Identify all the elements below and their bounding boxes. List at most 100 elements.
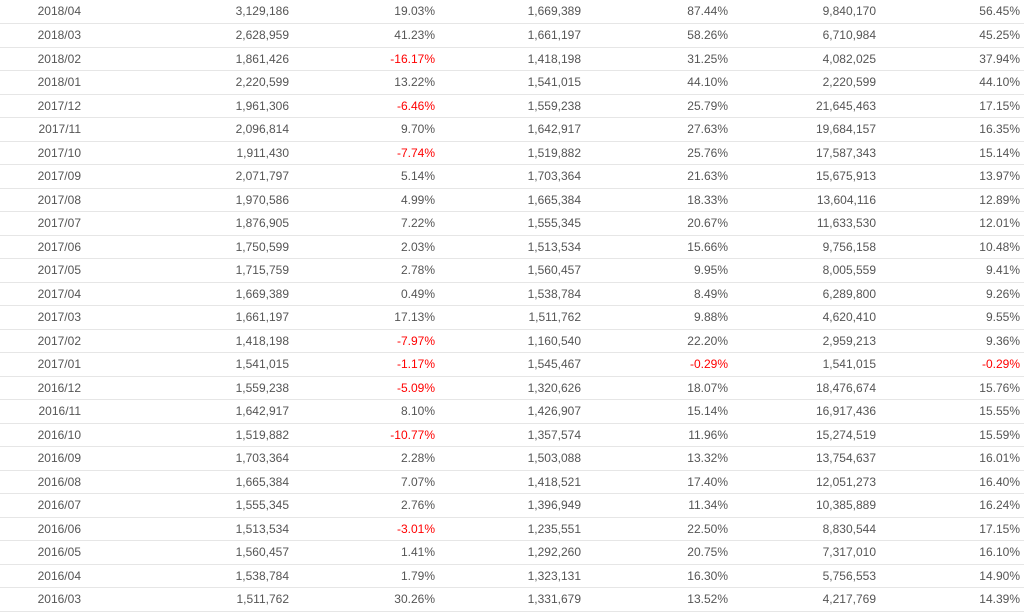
cumulative-value-cell: 21,645,463 bbox=[730, 94, 878, 118]
cumulative-value-cell: 13,754,637 bbox=[730, 446, 878, 471]
cumulative-value-cell: 6,289,800 bbox=[730, 282, 878, 306]
change-rate-cell: 17.13% bbox=[291, 305, 437, 330]
change-rate-cell: 1.41% bbox=[291, 540, 437, 565]
cumulative-rate-cell: 16.24% bbox=[878, 493, 1024, 518]
change-rate-cell: 4.99% bbox=[291, 188, 437, 212]
yoy-rate-cell: 8.49% bbox=[583, 282, 730, 306]
value-cell: 2,220,599 bbox=[85, 70, 291, 95]
cumulative-rate-cell: 15.59% bbox=[878, 423, 1024, 447]
value-cell: 1,669,389 bbox=[85, 282, 291, 306]
yoy-rate-cell: 16.30% bbox=[583, 564, 730, 588]
table-row: 2017/11 2,096,814 9.70% 1,642,917 27.63% 19,6… bbox=[0, 117, 1024, 142]
cumulative-rate-cell: 56.45% bbox=[878, 0, 1024, 24]
yoy-rate-cell: 13.52% bbox=[583, 587, 730, 612]
yoy-rate-cell: 87.44% bbox=[583, 0, 730, 24]
change-rate-cell: 19.03% bbox=[291, 0, 437, 24]
cumulative-value-cell: 5,756,553 bbox=[730, 564, 878, 588]
month-cell: 2018/02 bbox=[0, 47, 85, 71]
cumulative-value-cell: 10,385,889 bbox=[730, 493, 878, 518]
cumulative-value-cell: 2,220,599 bbox=[730, 70, 878, 95]
yoy-rate-cell: 20.67% bbox=[583, 211, 730, 236]
change-rate-cell: -16.17% bbox=[291, 47, 437, 71]
previous-value-cell: 1,331,679 bbox=[437, 587, 583, 612]
month-cell: 2017/04 bbox=[0, 282, 85, 306]
previous-value-cell: 1,559,238 bbox=[437, 94, 583, 118]
table-row: 2017/04 1,669,389 0.49% 1,538,784 8.49% 6,289… bbox=[0, 282, 1024, 306]
change-rate-cell: -10.77% bbox=[291, 423, 437, 447]
change-rate-cell: 13.22% bbox=[291, 70, 437, 95]
cumulative-value-cell: 9,756,158 bbox=[730, 235, 878, 259]
change-rate-cell: 5.14% bbox=[291, 164, 437, 189]
change-rate-cell: 8.10% bbox=[291, 399, 437, 424]
month-cell: 2016/11 bbox=[0, 399, 85, 424]
table-row: 2018/04 3,129,186 19.03% 1,669,389 87.44% 9,8… bbox=[0, 0, 1024, 24]
yoy-rate-cell: 27.63% bbox=[583, 117, 730, 142]
cumulative-rate-cell: -0.29% bbox=[878, 352, 1024, 377]
table-row: 2016/08 1,665,384 7.07% 1,418,521 17.40% 12,0… bbox=[0, 470, 1024, 494]
month-cell: 2018/04 bbox=[0, 0, 85, 24]
table-row: 2016/11 1,642,917 8.10% 1,426,907 15.14% 16,9… bbox=[0, 399, 1024, 424]
table-row: 2017/09 2,071,797 5.14% 1,703,364 21.63% 15,6… bbox=[0, 164, 1024, 189]
table-row: 2017/06 1,750,599 2.03% 1,513,534 15.66% 9,75… bbox=[0, 235, 1024, 259]
month-cell: 2018/01 bbox=[0, 70, 85, 95]
change-rate-cell: -3.01% bbox=[291, 517, 437, 541]
cumulative-value-cell: 4,620,410 bbox=[730, 305, 878, 330]
previous-value-cell: 1,555,345 bbox=[437, 211, 583, 236]
cumulative-rate-cell: 15.55% bbox=[878, 399, 1024, 424]
previous-value-cell: 1,418,521 bbox=[437, 470, 583, 494]
month-cell: 2017/09 bbox=[0, 164, 85, 189]
previous-value-cell: 1,541,015 bbox=[437, 70, 583, 95]
previous-value-cell: 1,426,907 bbox=[437, 399, 583, 424]
cumulative-value-cell: 8,830,544 bbox=[730, 517, 878, 541]
cumulative-value-cell: 4,082,025 bbox=[730, 47, 878, 71]
previous-value-cell: 1,545,467 bbox=[437, 352, 583, 377]
yoy-rate-cell: 44.10% bbox=[583, 70, 730, 95]
month-cell: 2016/05 bbox=[0, 540, 85, 565]
yoy-rate-cell: 20.75% bbox=[583, 540, 730, 565]
change-rate-cell: 2.28% bbox=[291, 446, 437, 471]
previous-value-cell: 1,235,551 bbox=[437, 517, 583, 541]
value-cell: 1,703,364 bbox=[85, 446, 291, 471]
cumulative-rate-cell: 16.01% bbox=[878, 446, 1024, 471]
change-rate-cell: 9.70% bbox=[291, 117, 437, 142]
cumulative-rate-cell: 15.76% bbox=[878, 376, 1024, 400]
month-cell: 2016/09 bbox=[0, 446, 85, 471]
yoy-rate-cell: 15.66% bbox=[583, 235, 730, 259]
table-row: 2016/06 1,513,534 -3.01% 1,235,551 22.50% 8,8… bbox=[0, 517, 1024, 541]
yoy-rate-cell: 58.26% bbox=[583, 23, 730, 48]
previous-value-cell: 1,418,198 bbox=[437, 47, 583, 71]
value-cell: 1,511,762 bbox=[85, 587, 291, 612]
value-cell: 2,096,814 bbox=[85, 117, 291, 142]
month-cell: 2018/03 bbox=[0, 23, 85, 48]
value-cell: 2,071,797 bbox=[85, 164, 291, 189]
cumulative-rate-cell: 45.25% bbox=[878, 23, 1024, 48]
cumulative-rate-cell: 12.01% bbox=[878, 211, 1024, 236]
yoy-rate-cell: 25.79% bbox=[583, 94, 730, 118]
yoy-rate-cell: 22.50% bbox=[583, 517, 730, 541]
cumulative-value-cell: 19,684,157 bbox=[730, 117, 878, 142]
cumulative-rate-cell: 14.39% bbox=[878, 587, 1024, 612]
table-row: 2017/03 1,661,197 17.13% 1,511,762 9.88% 4,62… bbox=[0, 305, 1024, 330]
cumulative-value-cell: 18,476,674 bbox=[730, 376, 878, 400]
value-cell: 1,559,238 bbox=[85, 376, 291, 400]
value-cell: 1,911,430 bbox=[85, 141, 291, 165]
table-row: 2018/02 1,861,426 -16.17% 1,418,198 31.25% 4,… bbox=[0, 47, 1024, 71]
previous-value-cell: 1,511,762 bbox=[437, 305, 583, 330]
change-rate-cell: -7.74% bbox=[291, 141, 437, 165]
value-cell: 1,538,784 bbox=[85, 564, 291, 588]
cumulative-rate-cell: 17.15% bbox=[878, 94, 1024, 118]
month-cell: 2017/12 bbox=[0, 94, 85, 118]
yoy-rate-cell: -0.29% bbox=[583, 352, 730, 377]
previous-value-cell: 1,320,626 bbox=[437, 376, 583, 400]
value-cell: 1,555,345 bbox=[85, 493, 291, 518]
cumulative-rate-cell: 9.26% bbox=[878, 282, 1024, 306]
previous-value-cell: 1,538,784 bbox=[437, 282, 583, 306]
change-rate-cell: 41.23% bbox=[291, 23, 437, 48]
cumulative-value-cell: 6,710,984 bbox=[730, 23, 878, 48]
month-cell: 2016/07 bbox=[0, 493, 85, 518]
cumulative-rate-cell: 13.97% bbox=[878, 164, 1024, 189]
month-cell: 2017/03 bbox=[0, 305, 85, 330]
table-row: 2016/09 1,703,364 2.28% 1,503,088 13.32% 13,7… bbox=[0, 446, 1024, 471]
change-rate-cell: -6.46% bbox=[291, 94, 437, 118]
table-row: 2017/10 1,911,430 -7.74% 1,519,882 25.76% 17,… bbox=[0, 141, 1024, 165]
